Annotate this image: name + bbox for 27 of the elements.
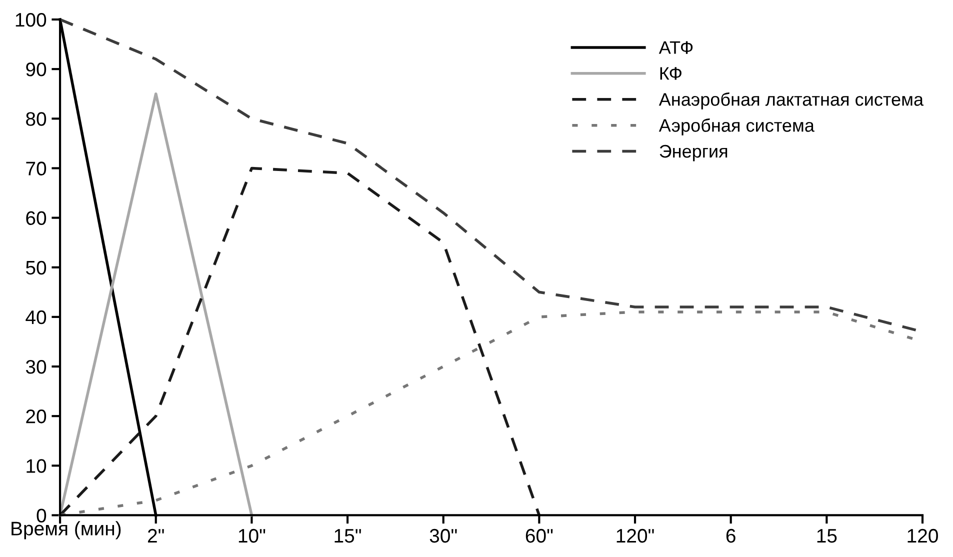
y-tick-label: 80 <box>26 112 46 126</box>
x-tick-label: 120 <box>908 528 938 543</box>
y-tick-label: 50 <box>26 260 46 275</box>
y-tick-label: 40 <box>26 310 46 324</box>
y-tick-label: 60 <box>26 211 46 226</box>
x-tick-label: 15" <box>334 529 361 543</box>
legend-label: Аэробная система <box>658 118 814 136</box>
legend-label: Анаэробная лактатная система <box>658 92 924 110</box>
legend-label: АТФ <box>658 41 693 54</box>
x-tick-label: 6 <box>726 528 736 543</box>
y-tick-label: 0 <box>36 508 46 522</box>
y-tick-label: 20 <box>26 410 46 424</box>
x-axis-title: Время (мин) <box>12 521 121 540</box>
legend-label: КФ <box>660 67 682 80</box>
x-tick-label: 120" <box>616 528 654 543</box>
legend-label: Энергия <box>660 144 728 162</box>
line-series <box>58 166 541 517</box>
y-tick-label: 100 <box>16 12 46 27</box>
x-tick-label: 10" <box>238 528 266 543</box>
x-tick-label: 30" <box>430 528 457 543</box>
x-tick-label: 2" <box>148 528 164 543</box>
y-tick-label: 70 <box>26 162 46 176</box>
y-tick-label: 10 <box>26 459 46 473</box>
x-tick-label: 15 <box>817 529 837 543</box>
y-tick-label: 30 <box>26 360 46 374</box>
x-tick-label: 60" <box>526 528 553 543</box>
y-tick-label: 90 <box>26 62 46 76</box>
